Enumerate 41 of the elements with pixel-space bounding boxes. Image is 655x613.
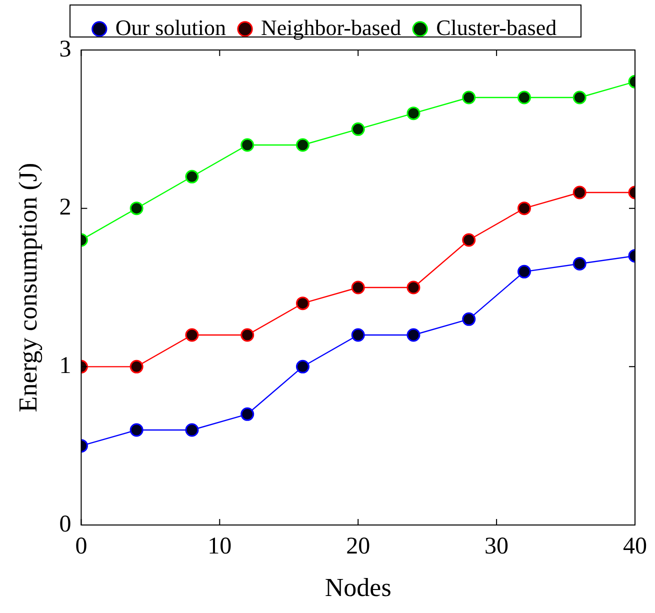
point bbox=[462, 312, 476, 326]
x-tick-label: 20 bbox=[346, 534, 370, 560]
point bbox=[406, 106, 420, 120]
point bbox=[462, 233, 476, 247]
point bbox=[296, 296, 310, 310]
point bbox=[406, 280, 420, 294]
legend-label: Cluster-based bbox=[436, 14, 557, 40]
point bbox=[185, 328, 199, 342]
point bbox=[130, 423, 144, 437]
point bbox=[130, 202, 144, 216]
point bbox=[517, 202, 531, 216]
x-tick-label: 30 bbox=[484, 534, 509, 560]
x-tick-label: 0 bbox=[75, 534, 88, 560]
x-tick-label: 40 bbox=[623, 534, 647, 560]
point bbox=[517, 90, 531, 104]
point bbox=[296, 138, 310, 152]
point bbox=[351, 280, 365, 294]
y-tick-label: 1 bbox=[59, 352, 72, 379]
point bbox=[462, 90, 476, 104]
point bbox=[240, 138, 254, 152]
legend-label: Our solution bbox=[115, 14, 226, 40]
point bbox=[572, 257, 586, 270]
point bbox=[240, 407, 254, 421]
point bbox=[296, 360, 310, 374]
y-axis-title: Energy consumption (J) bbox=[13, 162, 42, 412]
x-axis-title: Nodes bbox=[324, 573, 392, 602]
point bbox=[406, 328, 420, 342]
point bbox=[572, 186, 586, 200]
y-tick-label: 0 bbox=[59, 511, 72, 538]
y-tick-label: 3 bbox=[59, 36, 72, 62]
point bbox=[572, 90, 586, 104]
legend-label: Neighbor-based bbox=[261, 14, 402, 40]
point bbox=[517, 264, 531, 278]
x-tick-label: 10 bbox=[208, 534, 232, 560]
point bbox=[351, 122, 365, 136]
point bbox=[185, 423, 199, 437]
y-tick-label: 2 bbox=[59, 194, 72, 221]
point bbox=[240, 328, 254, 342]
point bbox=[351, 328, 365, 342]
point bbox=[185, 170, 199, 184]
point bbox=[130, 360, 144, 374]
